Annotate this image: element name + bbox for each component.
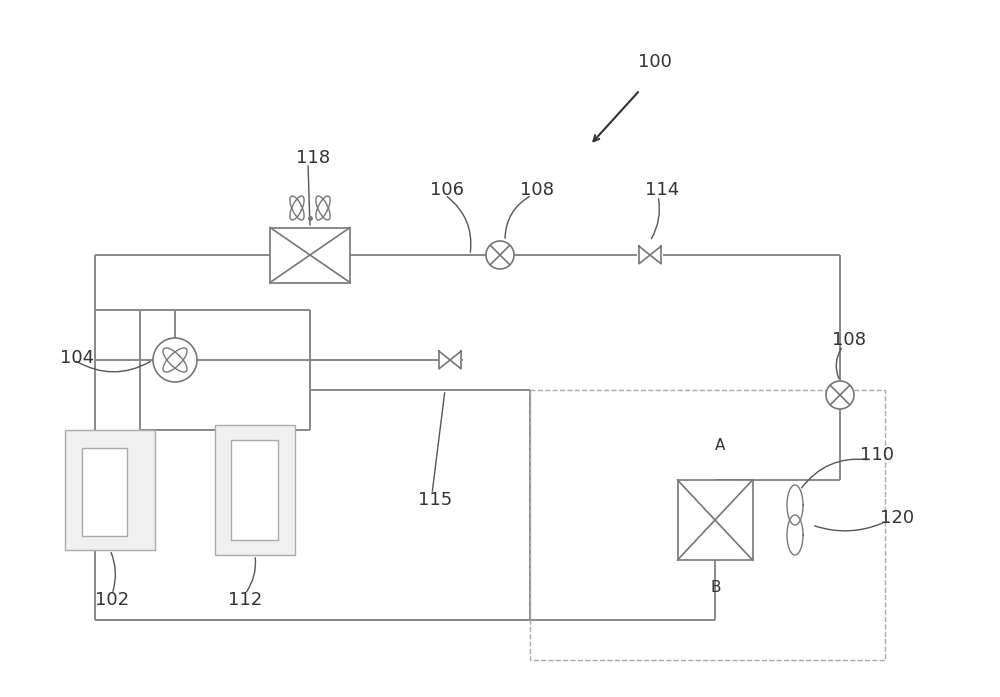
Bar — [678, 480, 753, 560]
Circle shape — [486, 241, 514, 269]
Text: A: A — [715, 438, 725, 452]
Text: 114: 114 — [645, 181, 679, 199]
Text: 106: 106 — [430, 181, 464, 199]
Bar — [65, 430, 155, 550]
Polygon shape — [450, 351, 461, 369]
Text: B: B — [710, 581, 720, 595]
Text: 115: 115 — [418, 491, 452, 509]
Text: 112: 112 — [228, 591, 262, 609]
Bar — [82, 448, 127, 536]
Text: 120: 120 — [880, 509, 914, 527]
Polygon shape — [439, 351, 450, 369]
Polygon shape — [639, 246, 650, 263]
Bar — [231, 440, 278, 540]
Bar — [270, 227, 350, 282]
Text: 100: 100 — [638, 53, 672, 71]
Text: 110: 110 — [860, 446, 894, 464]
Polygon shape — [650, 246, 661, 263]
Circle shape — [826, 381, 854, 409]
Text: 102: 102 — [95, 591, 129, 609]
Text: 118: 118 — [296, 149, 330, 167]
Text: 108: 108 — [832, 331, 866, 349]
Circle shape — [153, 338, 197, 382]
Text: 108: 108 — [520, 181, 554, 199]
Bar — [215, 425, 295, 555]
Text: 104: 104 — [60, 349, 94, 367]
